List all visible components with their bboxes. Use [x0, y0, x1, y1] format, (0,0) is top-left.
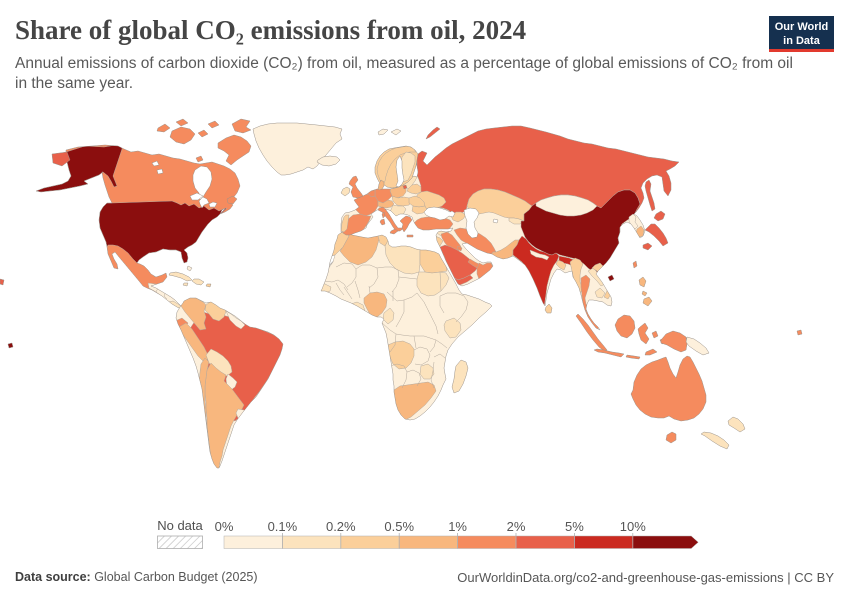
- svg-text:0.1%: 0.1%: [268, 519, 298, 534]
- svg-text:No data: No data: [157, 518, 203, 533]
- svg-text:1%: 1%: [448, 519, 467, 534]
- svg-text:0%: 0%: [215, 519, 234, 534]
- svg-text:0.2%: 0.2%: [326, 519, 356, 534]
- svg-text:10%: 10%: [620, 519, 646, 534]
- svg-text:2%: 2%: [507, 519, 526, 534]
- svg-text:5%: 5%: [565, 519, 584, 534]
- svg-text:0.5%: 0.5%: [384, 519, 414, 534]
